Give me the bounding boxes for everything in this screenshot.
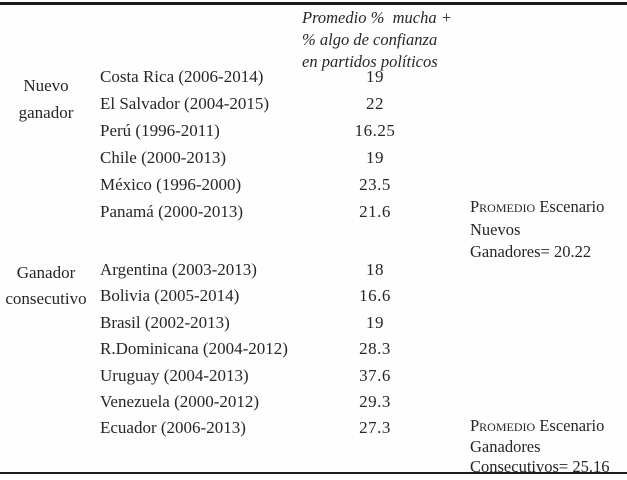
table-row: Venezuela (2000-2012) 29.3: [0, 392, 627, 414]
value-header-line: Promedio % mucha +: [302, 8, 452, 27]
value-cell: 16.6: [359, 286, 391, 305]
country-cell: Uruguay (2004-2013): [100, 366, 249, 385]
value-cell: 18: [366, 260, 384, 279]
value-header-line: en partidos políticos: [302, 52, 438, 71]
value-column-header: Promedio % mucha + % algo de confianza e…: [302, 7, 482, 73]
table-row: Brasil (2002-2013) 19: [0, 313, 627, 335]
group-label-line: Nuevo: [23, 76, 69, 95]
note-line: Promedio Escenario: [470, 196, 627, 219]
table-row: México (1996-2000) 23.5: [0, 175, 627, 197]
table-row: Costa Rica (2006-2014) 19: [0, 67, 627, 89]
table-row: R.Dominicana (2004-2012) 28.3: [0, 339, 627, 361]
table-row: El Salvador (2004-2015) 22: [0, 94, 627, 116]
value-cell: 19: [366, 313, 384, 332]
table-row: Uruguay (2004-2013) 37.6: [0, 366, 627, 388]
value-cell: 37.6: [359, 366, 391, 385]
value-cell: 28.3: [359, 339, 391, 358]
table-row: Chile (2000-2013) 19: [0, 148, 627, 170]
country-cell: México (1996-2000): [100, 175, 242, 194]
note-line: Ganadores: [470, 436, 541, 456]
note-promedio-nuevos-ganadores: Promedio Escenario Nuevos Ganadores= 20.…: [470, 196, 627, 264]
note-line: Ganadores= 20.22: [470, 242, 592, 261]
country-cell: Argentina (2003-2013): [100, 260, 257, 279]
value-cell: 16.25: [354, 121, 396, 140]
value-cell: 21.6: [359, 202, 391, 221]
country-cell: Ecuador (2006-2013): [100, 418, 246, 437]
table-rule-bottom: [0, 472, 627, 474]
note-smallcaps: Promedio: [470, 197, 536, 216]
value-cell: 23.5: [359, 175, 391, 194]
note-line: Promedio Escenario: [470, 416, 627, 437]
group-label-ganador-consecutivo: Ganador consecutivo: [0, 260, 92, 312]
country-cell: El Salvador (2004-2015): [100, 94, 270, 113]
note-line1-rest: Escenario: [539, 197, 605, 216]
table-rule-top: [0, 2, 627, 5]
value-cell: 19: [366, 67, 384, 86]
value-cell: 29.3: [359, 392, 391, 411]
table-row: Perú (1996-2011) 16.25: [0, 121, 627, 143]
group-label-nuevo-ganador: Nuevo ganador: [0, 72, 92, 126]
value-cell: 27.3: [359, 418, 391, 437]
table-row: Ecuador (2006-2013) 27.3: [0, 418, 627, 440]
note-line1-rest: Escenario: [539, 416, 605, 435]
table-row: Bolivia (2005-2014) 16.6: [0, 286, 627, 308]
note-promedio-ganadores-consecutivos: Promedio Escenario Ganadores Consecutivo…: [470, 416, 627, 478]
table-row: Argentina (2003-2013) 18: [0, 260, 627, 282]
country-cell: Chile (2000-2013): [100, 148, 227, 167]
country-cell: Venezuela (2000-2012): [100, 392, 260, 411]
value-header-line: % algo de confianza: [302, 30, 438, 49]
country-cell: Bolivia (2005-2014): [100, 286, 240, 305]
country-cell: Costa Rica (2006-2014): [100, 67, 264, 86]
value-cell: 19: [366, 148, 384, 167]
group-label-line: Ganador: [16, 263, 76, 282]
note-smallcaps: Promedio: [470, 416, 536, 435]
note-line: Nuevos: [470, 219, 521, 239]
note-line: Consecutivos= 25.16: [470, 457, 610, 476]
value-cell: 22: [366, 94, 384, 113]
country-cell: R.Dominicana (2004-2012): [100, 339, 288, 358]
country-cell: Brasil (2002-2013): [100, 313, 230, 332]
table-row: Panamá (2000-2013) 21.6: [0, 202, 627, 224]
country-cell: Perú (1996-2011): [100, 121, 220, 140]
group-label-line: consecutivo: [5, 289, 87, 308]
country-cell: Panamá (2000-2013): [100, 202, 244, 221]
group-label-line: ganador: [18, 103, 74, 122]
